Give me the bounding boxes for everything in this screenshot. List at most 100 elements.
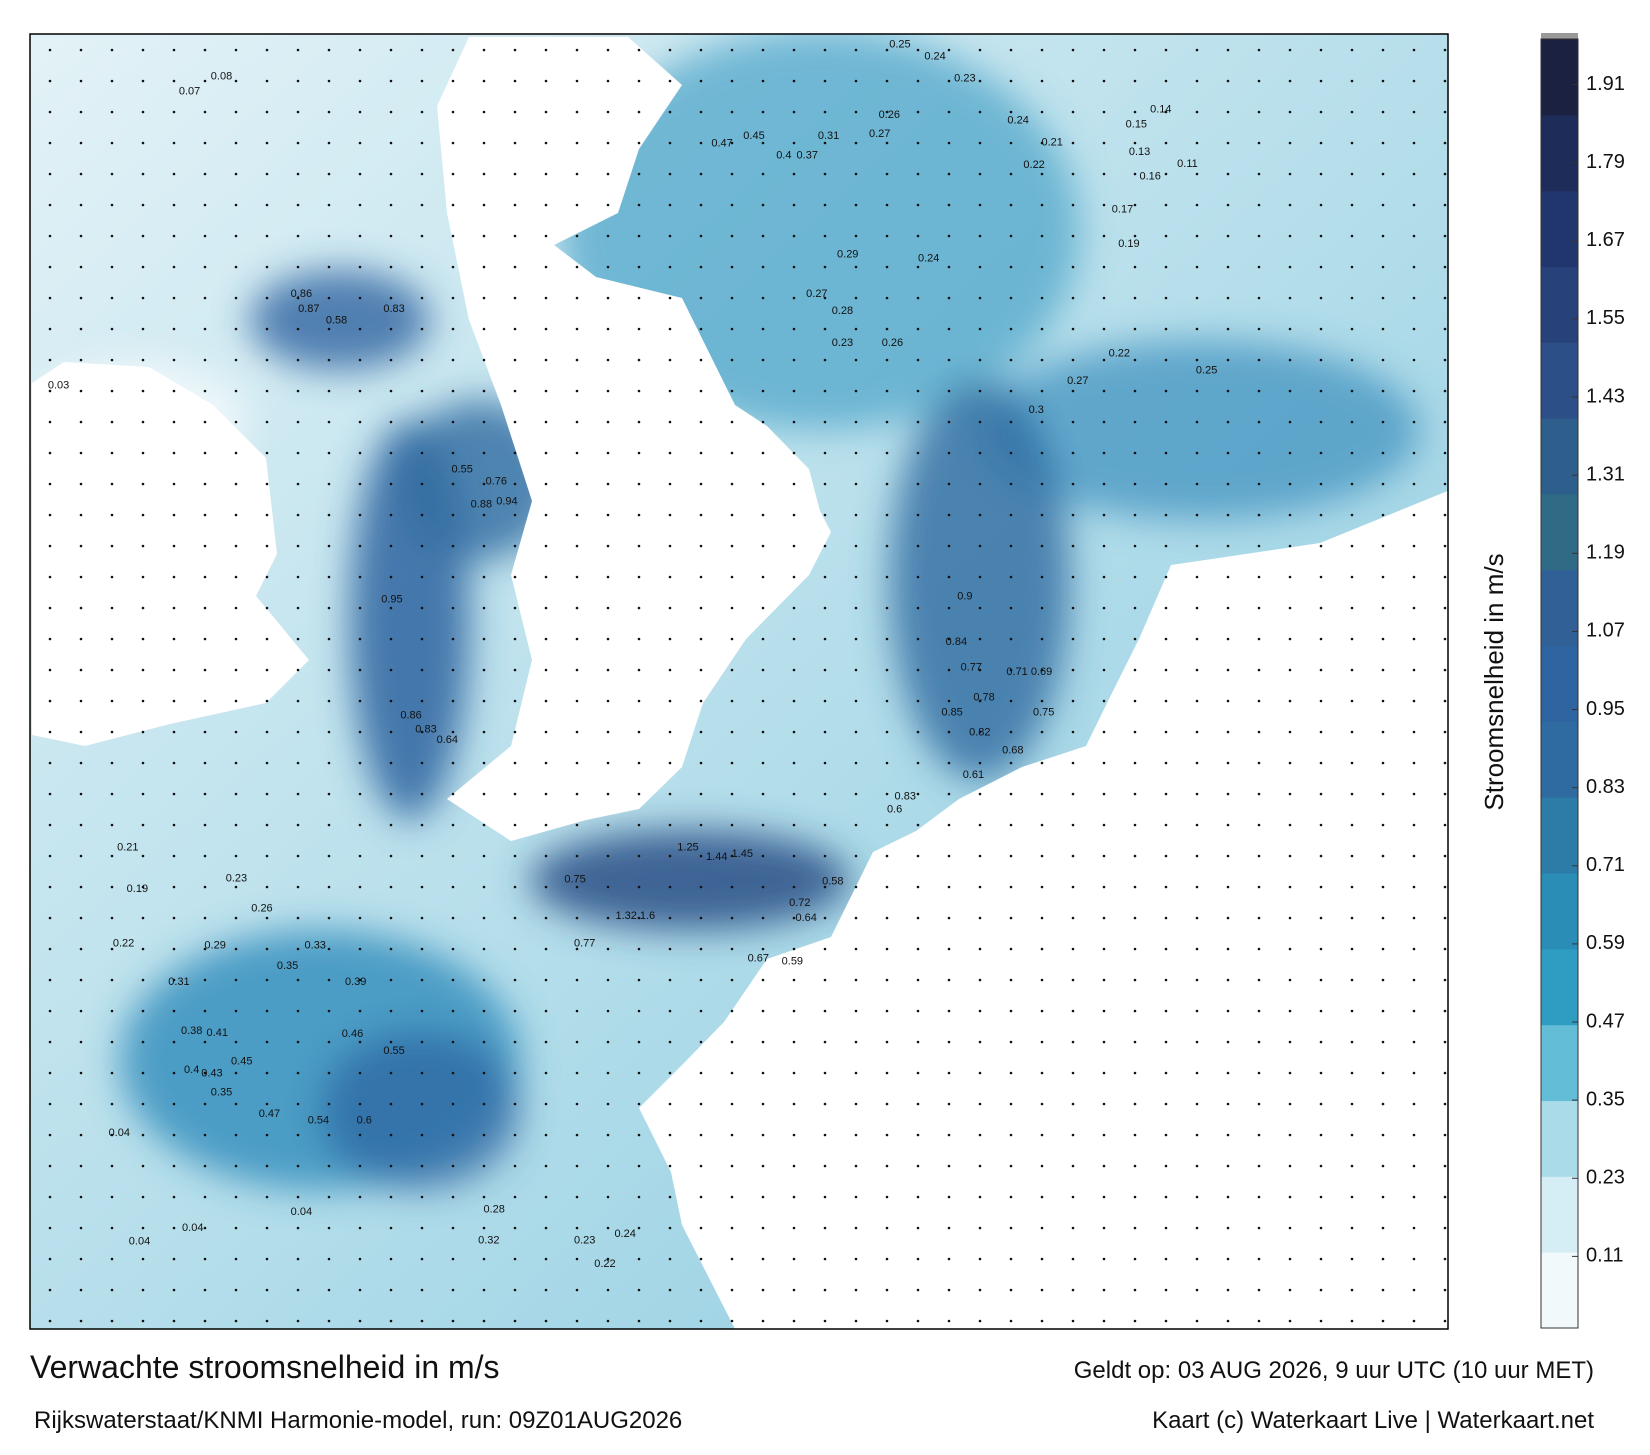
grid-dot xyxy=(110,48,114,52)
grid-dot xyxy=(978,916,982,920)
grid-dot xyxy=(482,1040,486,1044)
grid-dot xyxy=(575,544,579,548)
grid-dot xyxy=(234,761,238,765)
speed-label: 0.22 xyxy=(113,937,134,949)
grid-dot xyxy=(1040,1133,1044,1137)
grid-dot xyxy=(637,1319,641,1323)
grid-dot xyxy=(327,1133,331,1137)
grid-dot xyxy=(79,48,83,52)
grid-dot xyxy=(1040,668,1044,672)
grid-dot xyxy=(420,1226,424,1230)
grid-dot xyxy=(1443,544,1447,548)
grid-dot xyxy=(1257,1288,1261,1292)
grid-dot xyxy=(606,916,610,920)
grid-dot xyxy=(389,482,393,486)
grid-dot xyxy=(916,761,920,765)
grid-dot xyxy=(141,544,145,548)
grid-dot xyxy=(606,48,610,52)
grid-dot xyxy=(327,389,331,393)
grid-dot xyxy=(575,730,579,734)
grid-dot xyxy=(1319,1040,1323,1044)
grid-dot xyxy=(110,1257,114,1261)
colorbar-tick-label: 0.83 xyxy=(1586,776,1625,798)
grid-dot xyxy=(203,761,207,765)
grid-dot xyxy=(389,79,393,83)
grid-dot xyxy=(575,451,579,455)
grid-dot xyxy=(141,699,145,703)
grid-dot xyxy=(1319,389,1323,393)
grid-dot xyxy=(699,327,703,331)
grid-dot xyxy=(1350,854,1354,858)
grid-dot xyxy=(1257,1133,1261,1137)
grid-dot xyxy=(389,792,393,796)
grid-dot xyxy=(110,203,114,207)
grid-dot xyxy=(79,1195,83,1199)
grid-dot xyxy=(203,575,207,579)
grid-dot xyxy=(110,978,114,982)
grid-dot xyxy=(668,885,672,889)
grid-dot xyxy=(823,606,827,610)
grid-dot xyxy=(48,885,52,889)
grid-dot xyxy=(451,978,455,982)
grid-dot xyxy=(761,79,765,83)
grid-dot xyxy=(544,420,548,424)
grid-dot xyxy=(1257,482,1261,486)
grid-dot xyxy=(1009,1009,1013,1013)
grid-dot xyxy=(1164,358,1168,362)
grid-dot xyxy=(761,1319,765,1323)
grid-dot xyxy=(1350,1195,1354,1199)
grid-dot xyxy=(575,1257,579,1261)
grid-dot xyxy=(234,203,238,207)
grid-dot xyxy=(79,1288,83,1292)
grid-dot xyxy=(234,141,238,145)
grid-dot xyxy=(1164,234,1168,238)
grid-dot xyxy=(48,1319,52,1323)
grid-dot xyxy=(1102,792,1106,796)
grid-dot xyxy=(1288,1102,1292,1106)
grid-dot xyxy=(606,575,610,579)
grid-dot xyxy=(1319,575,1323,579)
grid-dot xyxy=(1009,575,1013,579)
grid-dot xyxy=(48,234,52,238)
grid-dot xyxy=(203,606,207,610)
grid-dot xyxy=(358,668,362,672)
grid-dot xyxy=(1257,1257,1261,1261)
grid-dot xyxy=(1226,48,1230,52)
grid-dot xyxy=(854,1164,858,1168)
grid-dot xyxy=(730,916,734,920)
grid-dot xyxy=(451,203,455,207)
grid-dot xyxy=(482,761,486,765)
grid-dot xyxy=(823,482,827,486)
grid-dot xyxy=(575,1102,579,1106)
grid-dot xyxy=(1350,296,1354,300)
grid-dot xyxy=(389,668,393,672)
grid-dot xyxy=(482,1319,486,1323)
grid-dot xyxy=(48,172,52,176)
grid-dot xyxy=(1412,110,1416,114)
grid-dot xyxy=(234,451,238,455)
grid-dot xyxy=(1226,1102,1230,1106)
grid-dot xyxy=(358,978,362,982)
grid-dot xyxy=(823,823,827,827)
grid-dot xyxy=(48,1288,52,1292)
grid-dot xyxy=(1381,668,1385,672)
grid-dot xyxy=(513,203,517,207)
grid-dot xyxy=(978,141,982,145)
grid-dot xyxy=(79,234,83,238)
grid-dot xyxy=(668,203,672,207)
grid-dot xyxy=(420,1288,424,1292)
grid-dot xyxy=(637,1102,641,1106)
grid-dot xyxy=(513,761,517,765)
grid-dot xyxy=(1164,265,1168,269)
grid-dot xyxy=(110,854,114,858)
grid-dot xyxy=(389,1319,393,1323)
grid-dot xyxy=(482,978,486,982)
grid-dot xyxy=(389,575,393,579)
grid-dot xyxy=(668,699,672,703)
grid-dot xyxy=(1102,1319,1106,1323)
grid-dot xyxy=(978,637,982,641)
grid-dot xyxy=(885,1040,889,1044)
grid-dot xyxy=(451,854,455,858)
grid-dot xyxy=(172,1040,176,1044)
speed-label: 0.64 xyxy=(795,912,816,924)
